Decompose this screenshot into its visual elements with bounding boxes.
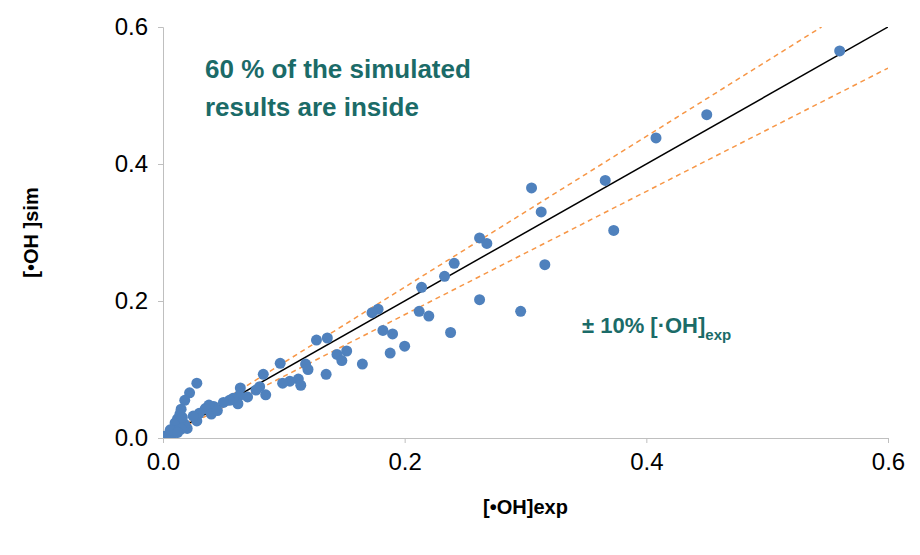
point [177,412,188,423]
point [526,182,537,193]
tick-mark [158,438,163,439]
annotation: 60 % of the simulated results are inside [205,54,471,122]
tick-mark [158,164,163,165]
point [321,369,332,380]
tick-label: 0.0 [115,424,148,451]
tick: 0.2 [115,287,163,314]
point [172,427,183,438]
point [474,294,485,305]
tick-mark [646,438,647,443]
annotation-line: 60 % of the simulated [205,54,471,84]
tolerance-line [163,68,888,438]
tick-mark [158,301,163,302]
point [399,341,410,352]
point [295,380,306,391]
axis-line [164,439,889,444]
point [322,332,333,343]
y-axis-title: [•OH ]sim [20,187,42,277]
chart: 0.0 0.2 0.4 0.6 0.0 0.2 0.4 0.6 [•OH]exp [•OH ]si… [0,0,920,555]
point [539,259,550,270]
annotation: ± 10% [·OH]exp [582,313,731,343]
y-axis: 0.0 0.2 0.4 0.6 [115,13,164,451]
point [258,369,269,380]
point [515,306,526,317]
tick-label: 0.6 [872,448,905,475]
point [536,206,547,217]
x-axis-title: [•OH]exp [483,496,568,518]
point [600,175,611,186]
point [416,282,427,293]
point [608,225,619,236]
tick-label: 0.0 [147,448,180,475]
tick-mark [158,27,163,28]
tick: 0.0 [147,438,180,475]
point [385,348,396,359]
tick: 0.4 [115,150,163,177]
tick-label: 0.2 [115,287,148,314]
point [651,132,662,143]
point [834,45,845,56]
point [445,327,456,338]
x-axis: 0.0 0.2 0.4 0.6 [147,438,905,475]
tick-label: 0.2 [388,448,421,475]
tick: 0.2 [388,438,421,475]
tick: 0.6 [872,438,905,475]
annotation-text: ± 10% [·OH] [582,313,705,338]
point [303,364,314,375]
identity-line [163,27,888,438]
point [377,325,388,336]
point [277,378,288,389]
point [701,109,712,120]
axis-line [158,28,164,439]
point [414,306,425,317]
tick-mark [888,438,889,443]
tolerance-line [163,27,822,438]
tick-label: 0.4 [630,448,663,475]
point [311,335,322,346]
point [357,359,368,370]
point [387,328,398,339]
annotation-line: results are inside [205,92,419,122]
annotation-subscript: exp [705,326,731,343]
point [336,355,347,366]
point [439,271,450,282]
point [191,378,202,389]
tick-label: 0.6 [115,13,148,40]
point [242,391,253,402]
tick-mark [405,438,406,443]
point [341,346,352,357]
tick: 0.6 [115,13,163,40]
point [423,311,434,322]
point [449,258,460,269]
point [188,411,199,422]
point [212,405,223,416]
tick-label: 0.4 [115,150,148,177]
plot-area [163,27,888,438]
tick: 0.0 [115,424,163,451]
point [481,238,492,249]
point [367,307,378,318]
point [275,358,286,369]
tick: 0.4 [630,438,663,475]
